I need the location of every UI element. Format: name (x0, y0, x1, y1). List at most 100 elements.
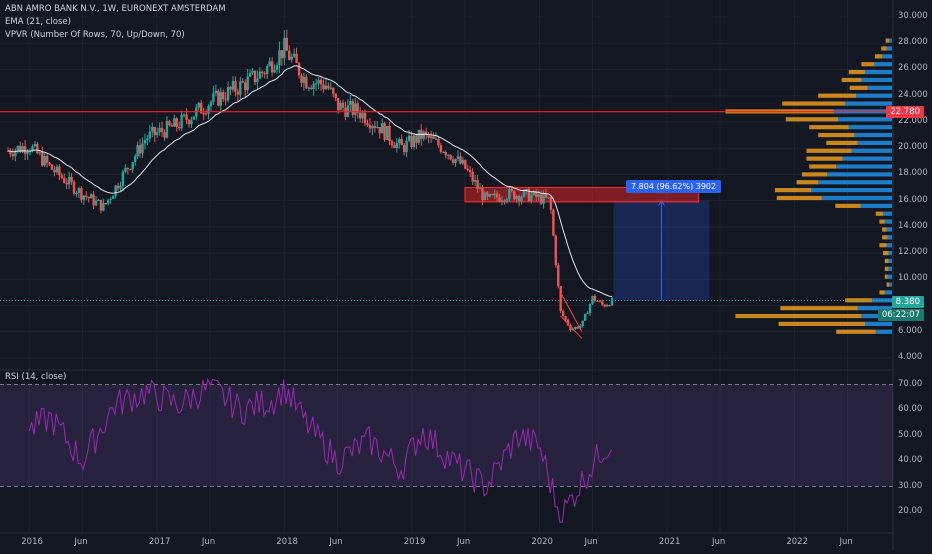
candle-body (45, 155, 49, 163)
candle-body (363, 112, 367, 124)
candle-body (222, 92, 225, 100)
candle-body (373, 125, 377, 128)
vpvr-up-bar (860, 203, 892, 208)
vpvr-down-bar (848, 69, 865, 75)
candle-body (464, 159, 467, 169)
vpvr-down-bar (809, 164, 837, 169)
candle-body (107, 199, 110, 204)
candle-body (505, 199, 509, 202)
candle-body (65, 182, 68, 185)
candle-body (119, 185, 122, 189)
candle-body (89, 194, 93, 199)
candle-body (302, 76, 306, 83)
candle-body (498, 197, 501, 202)
vpvr-down-bar (879, 290, 885, 295)
candle-body (185, 114, 188, 121)
vpvr-down-bar (849, 85, 868, 90)
candle-body (175, 118, 178, 127)
vpvr-up-bar (888, 258, 892, 264)
symbol-title[interactable]: ABN AMRO BANK N.V., 1W, EURONEXT AMSTERD… (5, 4, 226, 14)
price-tick-label: 6.000 (898, 325, 923, 336)
candle-body (522, 190, 526, 197)
ema-indicator-label[interactable]: EMA (21, close) (5, 17, 71, 27)
vpvr-down-bar (782, 101, 846, 106)
candle-body (605, 305, 609, 307)
candle-body (16, 145, 19, 151)
vpvr-up-bar (838, 117, 892, 122)
candle-body (111, 196, 115, 199)
candle-body (102, 202, 105, 211)
candle-body (288, 50, 291, 60)
vpvr-down-bar (806, 156, 843, 161)
candle-body (297, 62, 301, 76)
candle-body (508, 188, 511, 200)
candle-body (329, 87, 333, 89)
candle-body (261, 71, 264, 74)
candle-body (199, 102, 203, 114)
vpvr-down-bar (780, 306, 858, 311)
vpvr-down-bar (818, 93, 856, 98)
vpvr-indicator-label[interactable]: VPVR (Number Of Rows, 70, Up/Down, 70) (5, 30, 185, 40)
vpvr-down-bar (826, 140, 858, 146)
candle-body (173, 118, 176, 127)
resistance-price-tag: 22.780 (886, 106, 924, 118)
candle-body (535, 191, 538, 198)
candle-body (569, 325, 572, 330)
time-tick-label: 2022 (786, 537, 808, 547)
candle-body (513, 190, 516, 200)
candle-body (574, 326, 577, 329)
candle-body (366, 123, 369, 126)
candle-body (241, 81, 244, 83)
candle-body (36, 143, 39, 154)
candle-body (319, 79, 323, 85)
candle-body (324, 85, 328, 90)
vpvr-down-bar (776, 195, 822, 201)
vpvr-up-bar (861, 313, 892, 319)
measure-tool-label[interactable]: 7.804 (96.62%) 3902 (626, 180, 722, 193)
rsi-tick-label: 20.00 (898, 506, 923, 516)
candle-body (412, 135, 416, 148)
vpvr-down-bar (874, 54, 883, 59)
vpvr-down-bar (882, 235, 888, 240)
vpvr-up-bar (865, 69, 892, 75)
candle-body (398, 139, 401, 143)
candle-body (97, 199, 100, 201)
candle-body (72, 181, 76, 194)
rsi-indicator-label[interactable]: RSI (14, close) (5, 372, 67, 382)
vpvr-up-bar (887, 235, 892, 240)
candle-body (552, 209, 555, 236)
vpvr-down-bar (802, 172, 828, 177)
candle-body (153, 127, 156, 136)
price-tick-label: 18.000 (898, 168, 928, 179)
candle-body (371, 125, 374, 129)
candle-body (146, 138, 149, 141)
candle-body (70, 176, 73, 182)
candle-body (351, 100, 355, 115)
vpvr-up-bar (861, 77, 892, 83)
candle-body (14, 150, 17, 157)
vpvr-down-bar (882, 227, 887, 232)
candle-body (312, 83, 315, 90)
candle-body (610, 298, 614, 306)
candle-body (517, 195, 521, 202)
vpvr-up-bar (887, 274, 892, 279)
candle-body (87, 197, 90, 199)
candle-body (378, 126, 381, 134)
channel-line (560, 315, 583, 339)
candle-body (383, 123, 386, 140)
candle-body (549, 197, 553, 210)
candle-body (75, 192, 78, 194)
candle-body (346, 105, 350, 117)
time-tick-label: 2021 (658, 537, 681, 547)
candle-body (515, 195, 518, 200)
price-tick-label: 12.000 (898, 247, 928, 258)
candle-body (537, 194, 540, 198)
rsi-band (0, 384, 893, 487)
candle-body (471, 171, 474, 182)
candle-body (207, 106, 210, 114)
candle-body (133, 156, 137, 163)
candle-body (177, 126, 181, 129)
time-tick-label: Jun (839, 537, 853, 547)
